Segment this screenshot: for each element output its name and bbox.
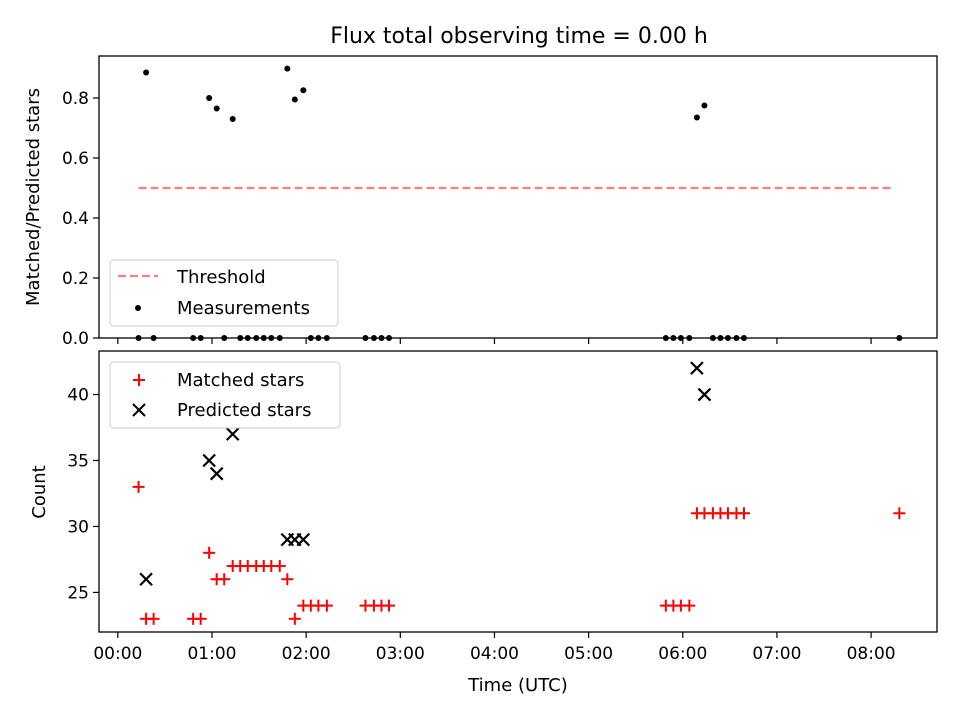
count-axes-frame — [98, 350, 938, 633]
count-xtick-label: 08:00 — [847, 644, 896, 664]
ratio-ytick-label: 0.8 — [62, 89, 89, 109]
count-xtick-label: 06:00 — [658, 644, 707, 664]
ratio-ticks: 0.0 0.2 0.4 0.6 0.8 — [62, 89, 872, 349]
ratio-legend[interactable]: Threshold Measurements — [109, 259, 339, 327]
count-xtick-label: 02:00 — [282, 644, 331, 664]
measurement-point — [143, 69, 150, 76]
measurement-point — [229, 116, 236, 122]
count-legend[interactable]: Matched stars Predicted stars — [109, 361, 341, 429]
count-ytick-label: 25 — [67, 583, 89, 603]
predicted-point — [690, 361, 704, 375]
matched-legend-swatch — [133, 374, 145, 386]
matched-point — [273, 560, 286, 573]
count-ylabel: Count — [29, 465, 50, 518]
ratio-legend-box — [109, 259, 339, 327]
measurements-legend-label: Measurements — [177, 298, 310, 319]
ratio-ytick-label: 0.2 — [62, 269, 89, 289]
count-xtick-label: 03:00 — [376, 644, 425, 664]
count-ticks: 25 30 35 40 00:00 01:00 02:00 03:00 04:00 05:00 06… — [67, 386, 895, 664]
matched-point — [218, 573, 231, 586]
predicted-point — [296, 532, 311, 547]
figure-title: Flux total observing time = 0.00 h — [330, 24, 708, 49]
count-ytick-label: 40 — [67, 386, 89, 406]
count-ytick-label: 35 — [67, 451, 89, 471]
count-xtick-label: 07:00 — [752, 644, 801, 664]
ratio-panel: 0.00.20.40.60.8 Matched/Predicted stars … — [23, 55, 938, 349]
count-legend-box — [109, 361, 341, 429]
predicted-point — [225, 427, 240, 441]
matched-point — [132, 480, 145, 493]
measurement-point — [291, 96, 298, 103]
measurement-point — [300, 87, 307, 94]
matched-point — [383, 599, 396, 612]
matched-point — [320, 599, 333, 612]
measurement-point — [213, 105, 220, 112]
count-ytick-label: 30 — [67, 517, 89, 537]
predicted-point — [139, 572, 153, 587]
ratio-ytick-label: 0.6 — [62, 149, 89, 169]
matched-point — [683, 599, 696, 612]
count-xtick-label: 01:00 — [187, 644, 236, 664]
matched-point — [147, 612, 160, 625]
measurement-point — [206, 95, 213, 101]
count-xtick-label: 04:00 — [470, 644, 519, 664]
matched-legend-label: Matched stars — [177, 370, 304, 391]
predicted-legend-swatch — [132, 403, 146, 417]
measurement-point — [284, 65, 291, 72]
ratio-ylabel: Matched/Predicted stars — [23, 88, 44, 306]
count-marks — [132, 361, 906, 625]
ratio-axes-frame — [98, 55, 938, 339]
measurement-point — [701, 102, 708, 109]
predicted-point — [697, 387, 712, 402]
matched-point — [737, 507, 750, 520]
matched-point — [194, 612, 207, 625]
count-xlabel: Time (UTC) — [467, 675, 568, 696]
threshold-legend-label: Threshold — [176, 267, 266, 288]
predicted-point — [202, 453, 216, 468]
ratio-ytick-label: 0.0 — [62, 329, 89, 349]
matched-point — [288, 612, 301, 625]
count-xtick-label: 00:00 — [93, 644, 142, 664]
matched-point — [203, 546, 216, 559]
measurements-legend-swatch — [135, 305, 141, 311]
ratio-ytick-label: 0.4 — [62, 209, 89, 229]
matched-point — [281, 573, 294, 586]
count-xtick-label: 05:00 — [564, 644, 613, 664]
count-panel: 25 30 35 40 00:00 01:00 02:00 03:00 04:00 05:00 06… — [29, 350, 938, 696]
predicted-legend-label: Predicted stars — [177, 400, 311, 421]
measurement-point — [693, 114, 700, 121]
matched-point — [893, 507, 906, 520]
predicted-point — [209, 466, 224, 481]
